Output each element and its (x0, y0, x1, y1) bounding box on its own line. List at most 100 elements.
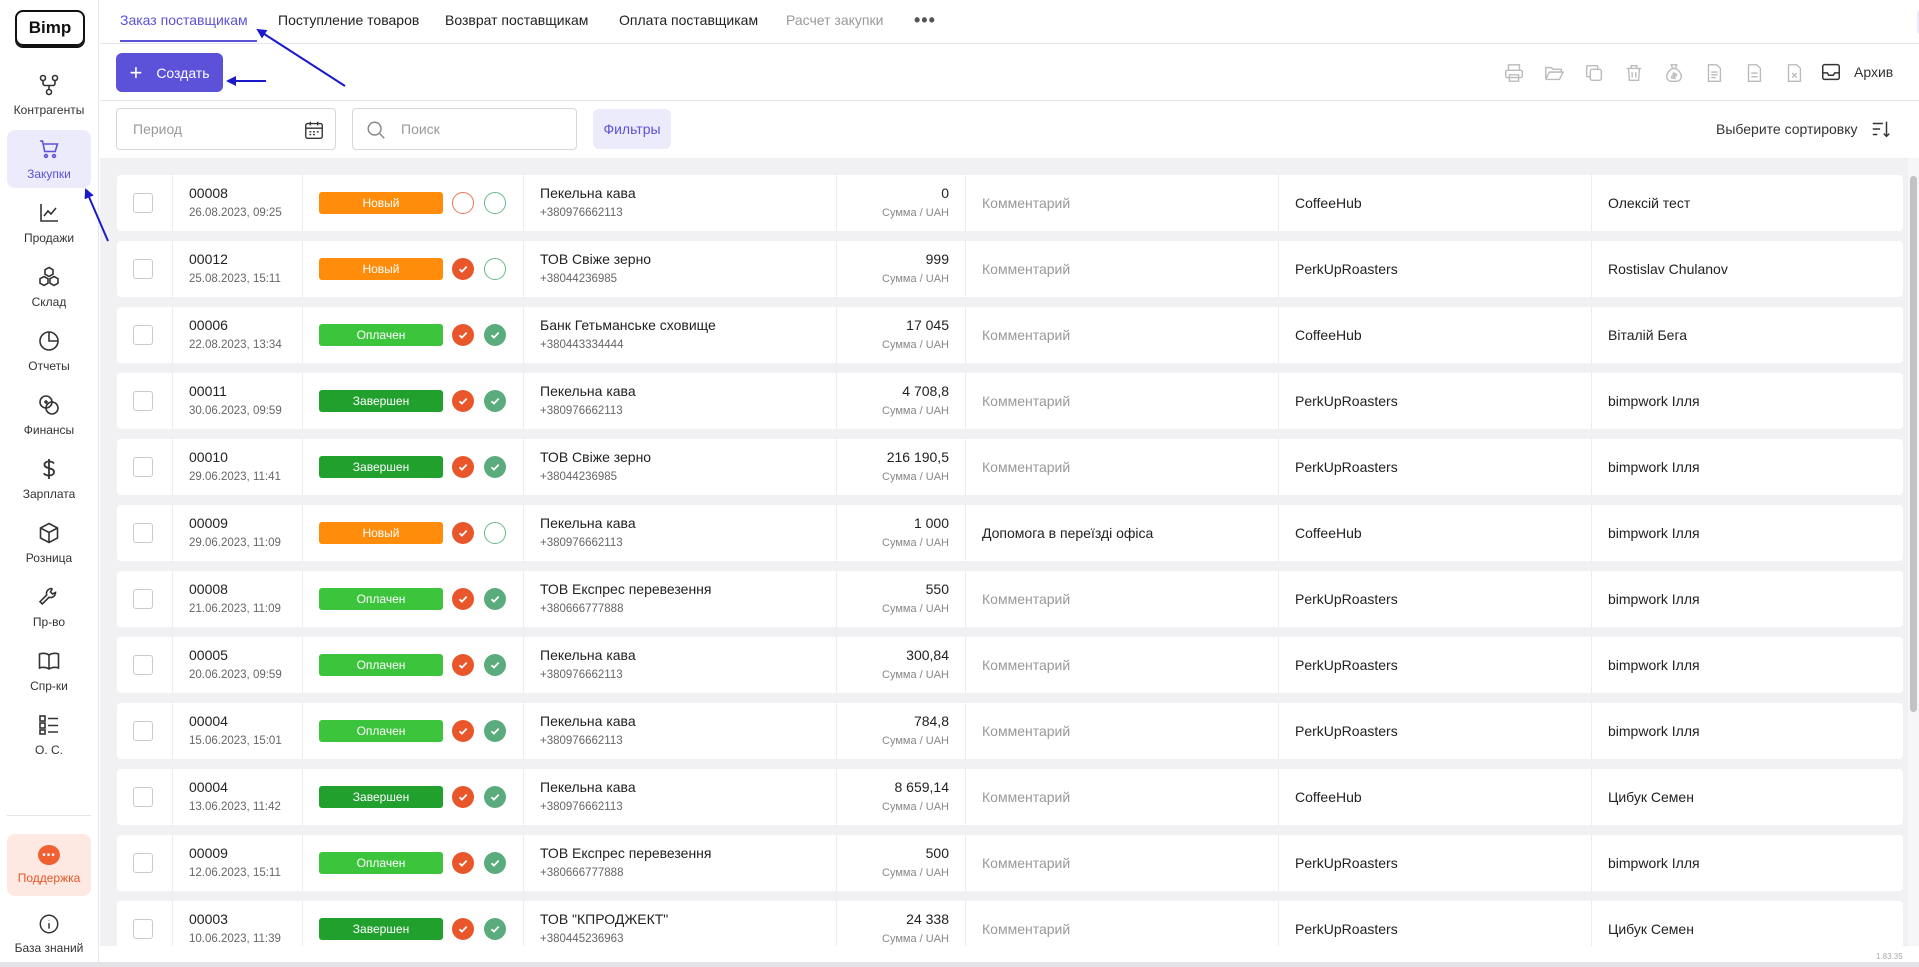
row-checkbox[interactable] (133, 391, 153, 411)
order-comment[interactable]: Допомога в переїзді офіса (982, 525, 1154, 541)
order-number[interactable]: 00009 (189, 515, 228, 531)
document-icon[interactable] (1694, 59, 1734, 87)
copy-icon[interactable] (1574, 59, 1614, 87)
order-amount: 550 (925, 581, 949, 597)
row-checkbox[interactable] (133, 655, 153, 675)
number-cell: 00004 13.06.2023, 11:42 (173, 769, 303, 825)
order-row[interactable]: 00006 22.08.2023, 13:34 Оплачен Банк Гетьма… (117, 307, 1903, 363)
tab-supplier-payments[interactable]: Оплата поставщикам (619, 12, 759, 28)
order-number[interactable]: 00008 (189, 581, 228, 597)
order-number[interactable]: 00010 (189, 449, 228, 465)
order-row[interactable]: 00003 10.06.2023, 11:39 Завершен ТОВ "КПРОД… (117, 901, 1903, 946)
manager-cell: Олексій тест (1592, 175, 1903, 231)
sidebar-item-references[interactable]: Спр-ки (7, 642, 91, 700)
order-comment[interactable]: Комментарий (982, 723, 1071, 739)
order-number[interactable]: 00008 (189, 185, 228, 201)
row-checkbox[interactable] (133, 919, 153, 939)
language-switch[interactable]: RU (1917, 8, 1919, 36)
document-cancel-icon[interactable] (1774, 59, 1814, 87)
print-icon[interactable] (1494, 59, 1534, 87)
sidebar-item-warehouse[interactable]: Склад (7, 258, 91, 316)
row-checkbox[interactable] (133, 853, 153, 873)
tab-goods-receipt[interactable]: Поступление товаров (278, 12, 420, 28)
amount-caption: Сумма / UAH (882, 339, 949, 351)
order-row[interactable]: 00008 21.06.2023, 11:09 Оплачен ТОВ Експрес… (117, 571, 1903, 627)
more-tabs-button[interactable]: ••• (914, 10, 936, 30)
row-checkbox[interactable] (133, 193, 153, 213)
order-comment[interactable]: Комментарий (982, 459, 1071, 475)
filters-button[interactable]: Фильтры (593, 109, 671, 149)
order-row[interactable]: 00004 15.06.2023, 15:01 Оплачен Пекельна ка… (117, 703, 1903, 759)
scrollbar[interactable] (1908, 158, 1919, 946)
order-comment[interactable]: Комментарий (982, 591, 1071, 607)
sidebar-item-label: Зарплата (22, 487, 76, 501)
row-checkbox[interactable] (133, 523, 153, 543)
order-comment[interactable]: Комментарий (982, 855, 1071, 871)
order-comment[interactable]: Комментарий (982, 261, 1071, 277)
comment-cell: Комментарий (966, 901, 1279, 946)
row-checkbox[interactable] (133, 457, 153, 477)
order-number[interactable]: 00006 (189, 317, 228, 333)
sidebar-item-purchases[interactable]: Закупки (7, 130, 91, 188)
tab-supplier-orders[interactable]: Заказ поставщикам (120, 12, 248, 28)
support-button[interactable]: ••• Поддержка (7, 834, 91, 896)
tab-supplier-returns[interactable]: Возврат поставщикам (445, 12, 589, 28)
sidebar-item-counterparties[interactable]: Контрагенты (7, 66, 91, 124)
order-comment[interactable]: Комментарий (982, 195, 1071, 211)
sidebar-item-salary[interactable]: Зарплата (7, 450, 91, 508)
sidebar-item-retail[interactable]: Розница (7, 514, 91, 572)
order-number[interactable]: 00003 (189, 911, 228, 927)
row-checkbox[interactable] (133, 721, 153, 741)
order-row[interactable]: 00005 20.06.2023, 09:59 Оплачен Пекельна ка… (117, 637, 1903, 693)
order-comment[interactable]: Комментарий (982, 921, 1071, 937)
folder-open-icon[interactable] (1534, 59, 1574, 87)
sidebar-item-production[interactable]: Пр-во (7, 578, 91, 636)
order-comment[interactable]: Комментарий (982, 789, 1071, 805)
search-input[interactable]: Поиск (352, 108, 577, 150)
row-checkbox[interactable] (133, 325, 153, 345)
row-checkbox[interactable] (133, 787, 153, 807)
number-cell: 00010 29.06.2023, 11:41 (173, 439, 303, 495)
manager-cell: bimpwork Ілля (1592, 439, 1903, 495)
create-button[interactable]: + Создать (116, 53, 223, 92)
status-cell: Оплачен (303, 307, 524, 363)
company-name: PerkUpRoasters (1295, 657, 1398, 673)
order-comment[interactable]: Комментарий (982, 327, 1071, 343)
scrollbar-thumb[interactable] (1910, 176, 1917, 712)
sort-selector[interactable]: Выберите сортировку (1716, 118, 1892, 140)
order-row[interactable]: 00012 25.08.2023, 15:11 Новый ТОВ Свіже зер… (117, 241, 1903, 297)
order-number[interactable]: 00004 (189, 779, 228, 795)
status-cell: Новый (303, 505, 524, 561)
bimp-logo[interactable]: Bimp (15, 10, 85, 46)
calendar-icon[interactable] (303, 119, 325, 141)
manager-name: bimpwork Ілля (1608, 657, 1700, 673)
tab-purchase-calculation[interactable]: Расчет закупки (786, 12, 884, 28)
sidebar-item-sales[interactable]: Продажи (7, 194, 91, 252)
order-number[interactable]: 00005 (189, 647, 228, 663)
order-row[interactable]: 00010 29.06.2023, 11:41 Завершен ТОВ Свіже … (117, 439, 1903, 495)
sidebar-item-fixed-assets[interactable]: О. С. (7, 706, 91, 764)
order-number[interactable]: 00004 (189, 713, 228, 729)
knowledge-base-button[interactable]: База знаний (7, 906, 91, 962)
select-cell (117, 241, 173, 297)
delete-icon[interactable] (1614, 59, 1654, 87)
order-comment[interactable]: Комментарий (982, 657, 1071, 673)
sidebar-item-finance[interactable]: Финансы (7, 386, 91, 444)
order-row[interactable]: 00011 30.06.2023, 09:59 Завершен Пекельна к… (117, 373, 1903, 429)
order-number[interactable]: 00011 (189, 383, 227, 399)
order-row[interactable]: 00008 26.08.2023, 09:25 Новый Пекельна кава… (117, 175, 1903, 231)
supplier-phone: +380443334444 (540, 339, 624, 351)
order-row[interactable]: 00009 12.06.2023, 15:11 Оплачен ТОВ Експрес… (117, 835, 1903, 891)
money-bag-icon[interactable] (1654, 59, 1694, 87)
row-checkbox[interactable] (133, 259, 153, 279)
order-row[interactable]: 00004 13.06.2023, 11:42 Завершен Пекельна к… (117, 769, 1903, 825)
order-comment[interactable]: Комментарий (982, 393, 1071, 409)
order-number[interactable]: 00012 (189, 251, 228, 267)
archive-button[interactable]: Архив (1820, 61, 1893, 83)
document-text-icon[interactable] (1734, 59, 1774, 87)
period-field[interactable]: Период (116, 108, 336, 150)
sidebar-item-reports[interactable]: Отчеты (7, 322, 91, 380)
order-row[interactable]: 00009 29.06.2023, 11:09 Новый Пекельна кава… (117, 505, 1903, 561)
row-checkbox[interactable] (133, 589, 153, 609)
order-number[interactable]: 00009 (189, 845, 228, 861)
